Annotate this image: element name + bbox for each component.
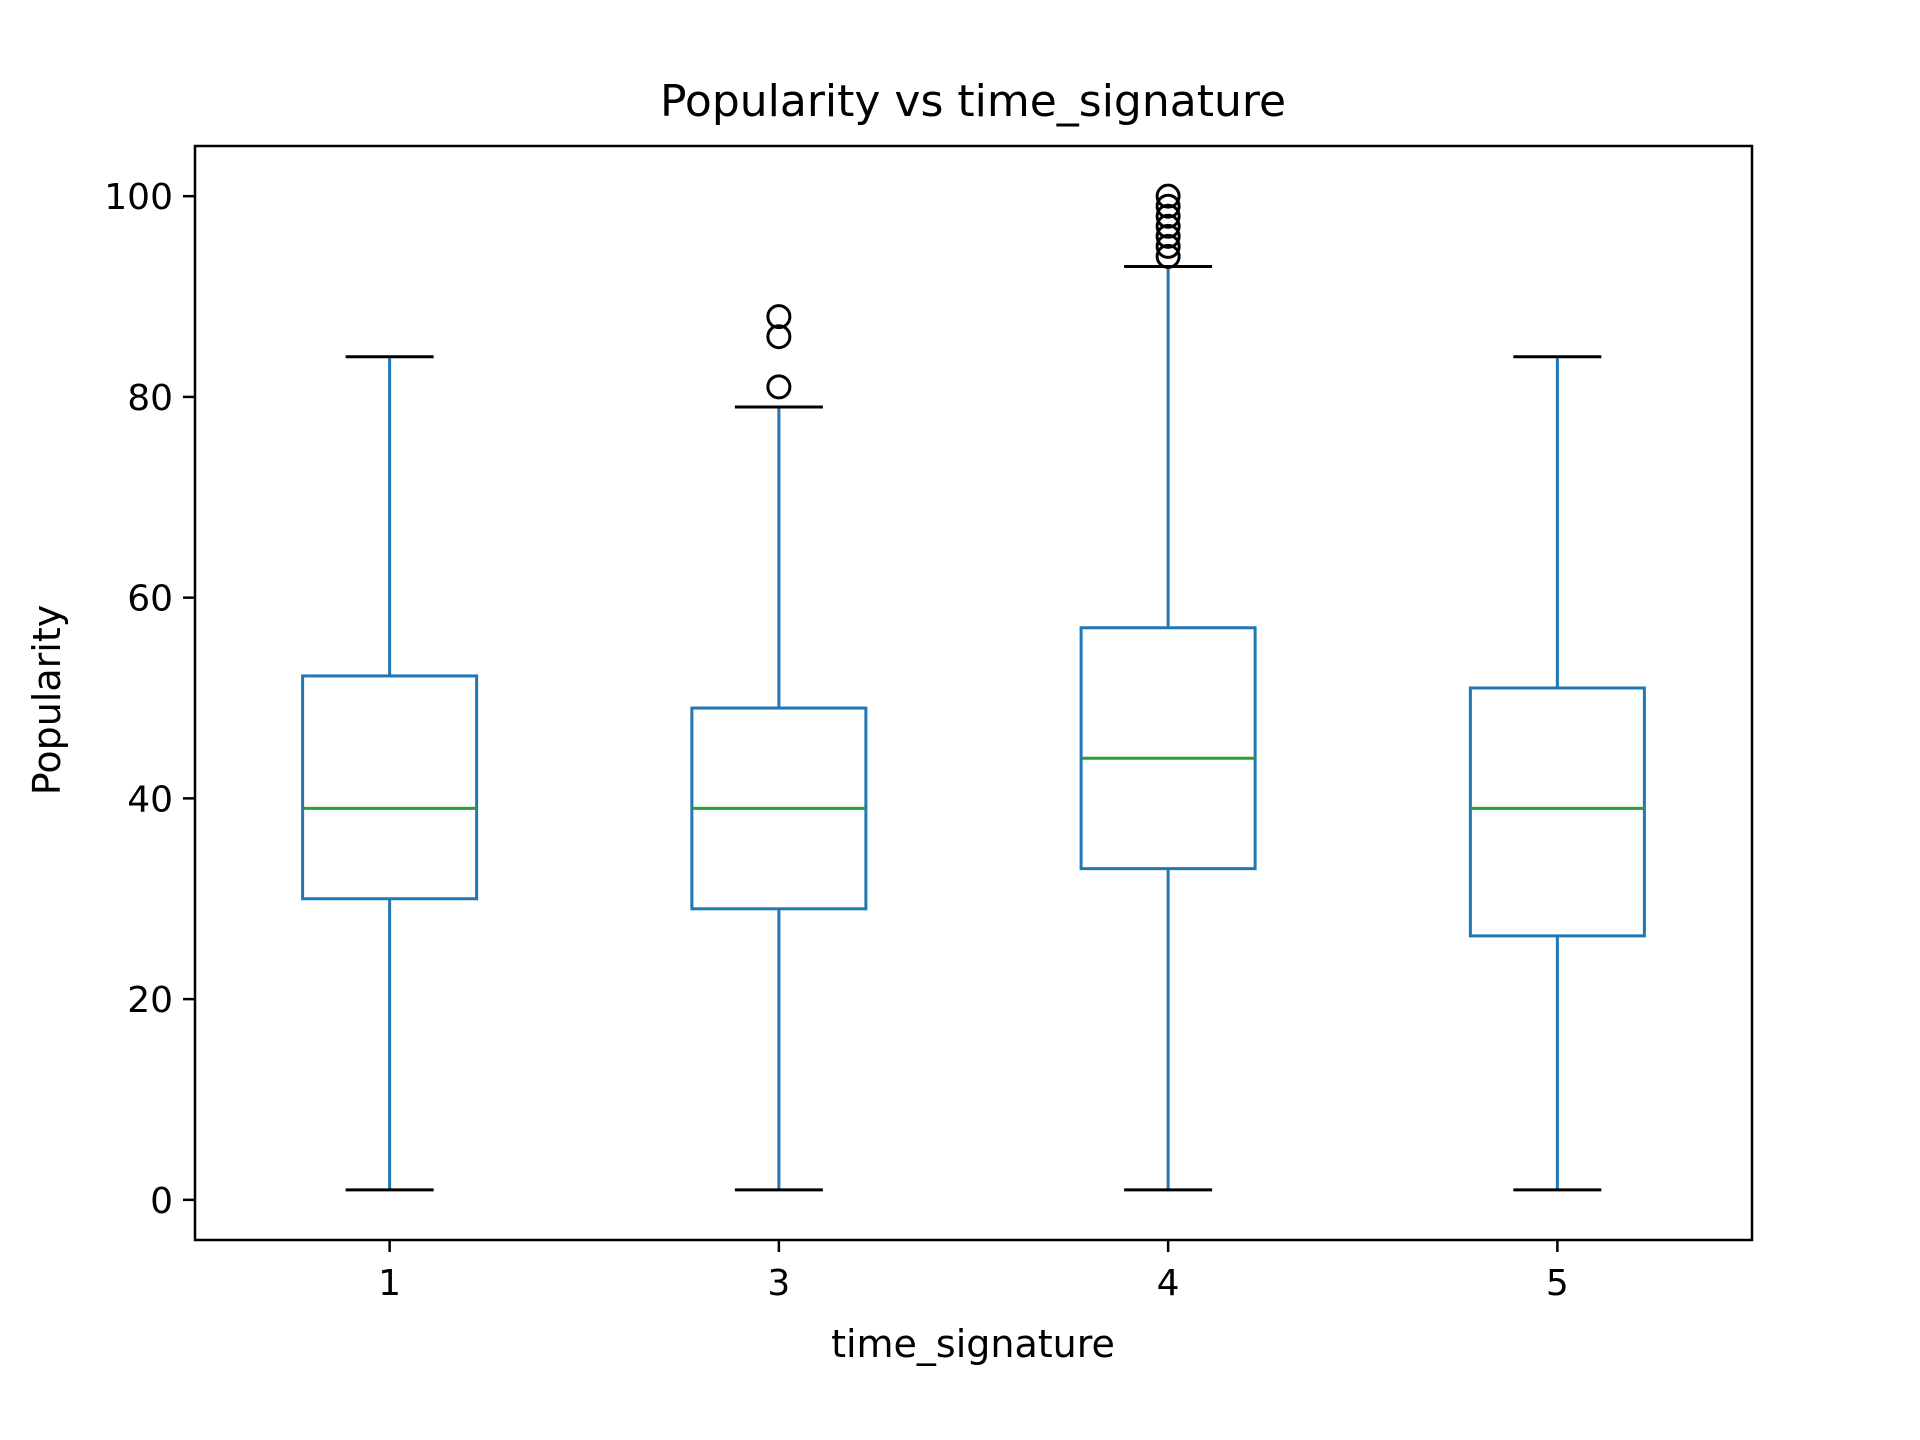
y-tick-label: 100 — [104, 177, 173, 218]
y-tick-label: 80 — [127, 378, 173, 419]
outlier-point — [1155, 223, 1181, 249]
outlier-point — [1155, 183, 1181, 209]
x-axis-label: time_signature — [831, 1322, 1115, 1366]
y-tick-label: 20 — [127, 980, 173, 1021]
y-axis-label: Popularity — [25, 605, 69, 795]
outlier-point — [1155, 203, 1181, 229]
outlier-point — [766, 304, 792, 330]
chart-title: Popularity vs time_signature — [660, 76, 1286, 127]
x-tick-label: 3 — [767, 1263, 790, 1304]
x-tick-label: 4 — [1157, 1263, 1180, 1304]
x-tick-label: 1 — [378, 1263, 401, 1304]
box-iqr — [1468, 686, 1646, 938]
y-tick-label: 0 — [150, 1181, 173, 1222]
outlier-point — [766, 324, 792, 350]
plot-area: 0 20 40 60 80 100 1 3 4 5 — [104, 144, 1754, 1304]
outlier-point — [1155, 243, 1181, 269]
outlier-point — [1155, 193, 1181, 219]
outlier-point — [1155, 233, 1181, 259]
outlier-point — [1155, 213, 1181, 239]
outlier-point — [766, 374, 792, 400]
y-tick-label: 60 — [127, 579, 173, 620]
x-tick-label: 5 — [1546, 1263, 1569, 1304]
y-tick-label: 40 — [127, 779, 173, 820]
box-iqr — [301, 674, 479, 901]
box-iqr — [1079, 626, 1257, 871]
axes-frame — [193, 144, 1754, 1242]
